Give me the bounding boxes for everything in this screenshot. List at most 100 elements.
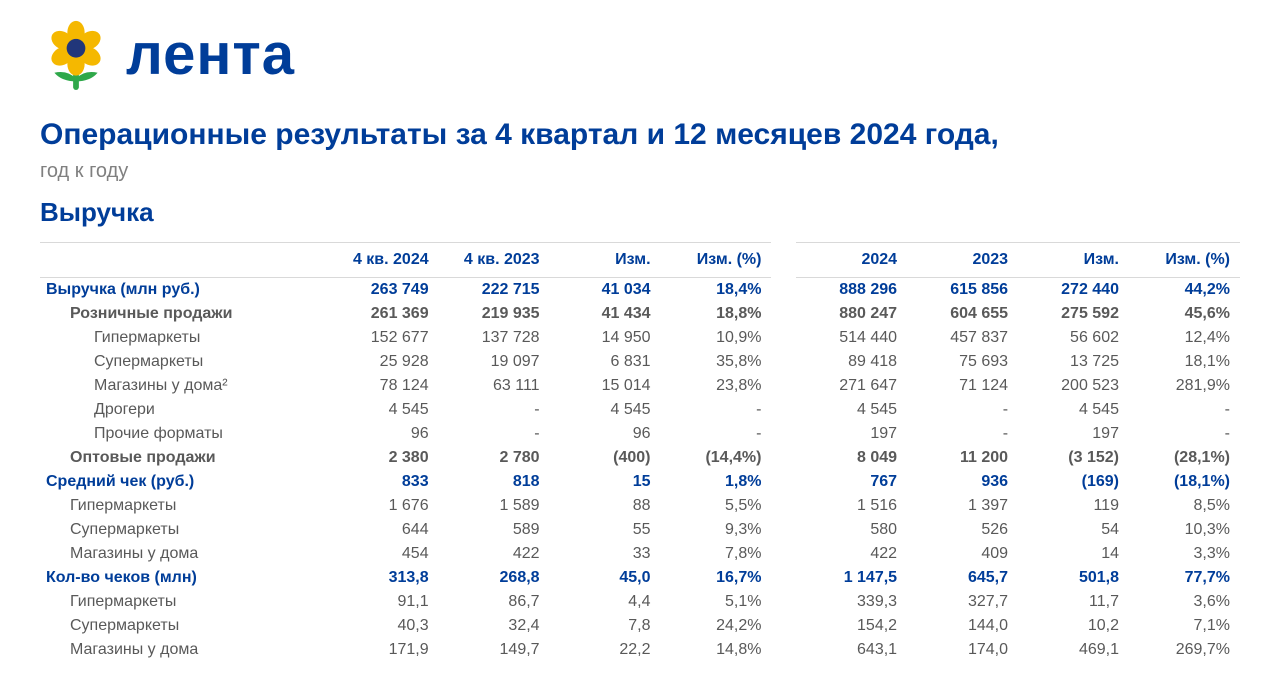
cell-value: 422 [439, 542, 550, 566]
cell-value: 339,3 [796, 590, 907, 614]
cell-value: 261 369 [328, 302, 439, 326]
cell-value: 409 [907, 542, 1018, 566]
cell-value: 1 397 [907, 494, 1018, 518]
row-label: Дрогери [40, 398, 328, 422]
cell-value: 144,0 [907, 614, 1018, 638]
row-label: Магазины у дома [40, 542, 328, 566]
cell-value: 152 677 [328, 326, 439, 350]
cell-value: 14 950 [550, 326, 661, 350]
cell-value: - [907, 398, 1018, 422]
cell-value: 14 [1018, 542, 1129, 566]
row-label: Выручка (млн руб.) [40, 278, 328, 303]
cell-value: 2 380 [328, 446, 439, 470]
cell-value: 422 [796, 542, 907, 566]
cell-value: 767 [796, 470, 907, 494]
cell-value: 888 296 [796, 278, 907, 303]
cell-value: 263 749 [328, 278, 439, 303]
cell-value: 137 728 [439, 326, 550, 350]
cell-value: 643,1 [796, 638, 907, 662]
cell-value: 1,8% [661, 470, 772, 494]
column-header: Изм. (%) [661, 243, 772, 278]
table-row: Магазины у дома454422337,8%422409143,3% [40, 542, 1240, 566]
table-row: Прочие форматы96-96-197-197- [40, 422, 1240, 446]
cell-value: 5,5% [661, 494, 772, 518]
cell-value: 41 434 [550, 302, 661, 326]
cell-value: 936 [907, 470, 1018, 494]
cell-value: 501,8 [1018, 566, 1129, 590]
cell-value: 4,4 [550, 590, 661, 614]
cell-value: 268,8 [439, 566, 550, 590]
cell-value: 1 516 [796, 494, 907, 518]
table-body: Выручка (млн руб.)263 749222 71541 03418… [40, 278, 1240, 663]
cell-value: 96 [550, 422, 661, 446]
cell-value: 1 589 [439, 494, 550, 518]
column-header: 2023 [907, 243, 1018, 278]
row-label: Гипермаркеты [40, 590, 328, 614]
row-label: Средний чек (руб.) [40, 470, 328, 494]
cell-value: 281,9% [1129, 374, 1240, 398]
cell-value: - [1129, 398, 1240, 422]
row-label: Магазины у дома [40, 638, 328, 662]
logo-text: лента [126, 21, 295, 88]
row-label: Прочие форматы [40, 422, 328, 446]
cell-value: 833 [328, 470, 439, 494]
cell-value: (169) [1018, 470, 1129, 494]
cell-value: 222 715 [439, 278, 550, 303]
cell-value: 197 [796, 422, 907, 446]
column-header [40, 243, 328, 278]
cell-value: 9,3% [661, 518, 772, 542]
cell-value: 514 440 [796, 326, 907, 350]
cell-value: 8,5% [1129, 494, 1240, 518]
cell-value: (3 152) [1018, 446, 1129, 470]
cell-value: 18,4% [661, 278, 772, 303]
cell-value: 24,2% [661, 614, 772, 638]
brand-logo: лента [40, 18, 1240, 90]
cell-value: 56 602 [1018, 326, 1129, 350]
cell-value: 10,9% [661, 326, 772, 350]
cell-value: 13 725 [1018, 350, 1129, 374]
cell-value: 174,0 [907, 638, 1018, 662]
column-header: 2024 [796, 243, 907, 278]
table-row: Супермаркеты644589559,3%5805265410,3% [40, 518, 1240, 542]
cell-value: 6 831 [550, 350, 661, 374]
results-table: 4 кв. 20244 кв. 2023Изм.Изм. (%)20242023… [40, 242, 1240, 662]
table-row: Гипермаркеты91,186,74,45,1%339,3327,711,… [40, 590, 1240, 614]
table-row: Магазины у дома²78 12463 11115 01423,8%2… [40, 374, 1240, 398]
cell-value: 45,0 [550, 566, 661, 590]
cell-value: 91,1 [328, 590, 439, 614]
column-header: Изм. [1018, 243, 1129, 278]
cell-value: 22,2 [550, 638, 661, 662]
cell-value: 86,7 [439, 590, 550, 614]
cell-value: 645,7 [907, 566, 1018, 590]
cell-value: 469,1 [1018, 638, 1129, 662]
cell-value: (14,4%) [661, 446, 772, 470]
cell-value: 119 [1018, 494, 1129, 518]
cell-value: 45,6% [1129, 302, 1240, 326]
cell-value: 71 124 [907, 374, 1018, 398]
cell-value: 18,1% [1129, 350, 1240, 374]
cell-value: 644 [328, 518, 439, 542]
row-label: Гипермаркеты [40, 494, 328, 518]
cell-value: 19 097 [439, 350, 550, 374]
cell-value: (18,1%) [1129, 470, 1240, 494]
cell-value: 14,8% [661, 638, 772, 662]
cell-value: 23,8% [661, 374, 772, 398]
table-row: Выручка (млн руб.)263 749222 71541 03418… [40, 278, 1240, 303]
section-heading: Выручка [40, 197, 1240, 228]
cell-value: 200 523 [1018, 374, 1129, 398]
cell-value: 272 440 [1018, 278, 1129, 303]
cell-value: 11 200 [907, 446, 1018, 470]
cell-value: 615 856 [907, 278, 1018, 303]
column-header: 4 кв. 2023 [439, 243, 550, 278]
cell-value: 1 676 [328, 494, 439, 518]
cell-value: - [1129, 422, 1240, 446]
cell-value: 16,7% [661, 566, 772, 590]
cell-value: 15 [550, 470, 661, 494]
cell-value: 818 [439, 470, 550, 494]
column-header: Изм. (%) [1129, 243, 1240, 278]
row-label: Оптовые продажи [40, 446, 328, 470]
cell-value: (28,1%) [1129, 446, 1240, 470]
cell-value: 32,4 [439, 614, 550, 638]
cell-value: 4 545 [796, 398, 907, 422]
cell-value: 44,2% [1129, 278, 1240, 303]
